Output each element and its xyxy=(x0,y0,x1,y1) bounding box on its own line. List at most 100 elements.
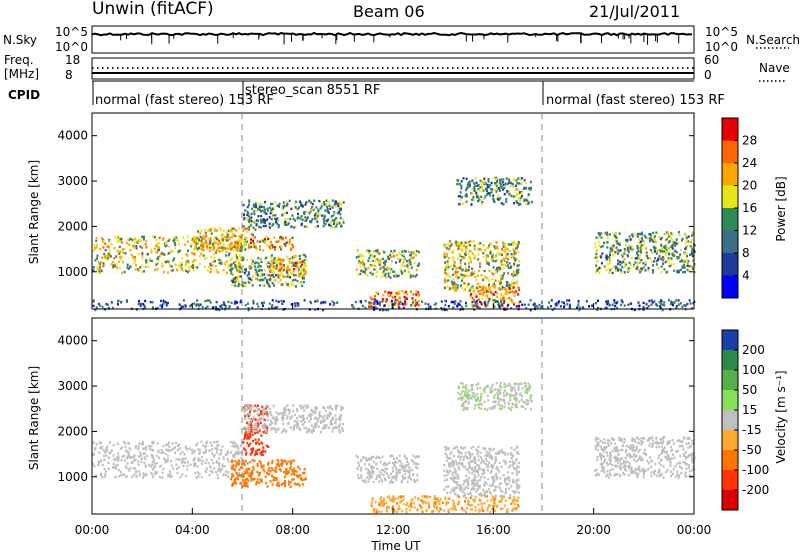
heatmap-cell xyxy=(406,464,409,467)
heatmap-cell xyxy=(360,301,363,304)
heatmap-cell xyxy=(655,252,658,255)
heatmap-cell xyxy=(655,231,658,234)
heatmap-cell xyxy=(270,423,273,426)
heatmap-cell xyxy=(316,215,319,218)
heatmap-cell xyxy=(331,408,334,411)
heatmap-cell xyxy=(417,250,420,254)
heatmap-cell xyxy=(675,242,678,245)
heatmap-cell xyxy=(243,226,246,230)
heatmap-cell xyxy=(499,197,502,200)
heatmap-cell xyxy=(504,292,507,296)
heatmap-cell xyxy=(287,222,290,225)
heatmap-cell xyxy=(161,471,164,475)
heatmap-cell xyxy=(465,193,468,196)
heatmap-cell xyxy=(209,469,212,473)
heatmap-cell xyxy=(278,224,280,227)
heatmap-cell xyxy=(243,245,246,248)
colorbar-segment xyxy=(722,230,738,254)
heatmap-cell xyxy=(652,240,655,244)
heatmap-cell xyxy=(382,504,385,508)
heatmap-cell xyxy=(482,197,485,200)
heatmap-cell xyxy=(608,261,611,265)
heatmap-cell xyxy=(112,466,115,469)
heatmap-cell xyxy=(452,499,455,502)
heatmap-cell xyxy=(284,275,287,279)
heatmap-cell xyxy=(403,303,406,306)
heatmap-cell xyxy=(275,240,278,243)
heatmap-cell xyxy=(433,497,436,500)
heatmap-cell xyxy=(427,303,430,306)
heatmap-cell xyxy=(273,271,275,274)
heatmap-cell xyxy=(505,491,508,494)
heatmap-cell xyxy=(455,508,457,511)
heatmap-cell xyxy=(489,471,492,474)
heatmap-cell xyxy=(313,411,316,414)
heatmap-cell xyxy=(506,264,509,267)
heatmap-cell xyxy=(489,291,492,294)
heatmap-cell xyxy=(143,455,146,459)
heatmap-cell xyxy=(608,271,611,274)
heatmap-cell xyxy=(184,446,187,450)
heatmap-cell xyxy=(154,462,156,466)
heatmap-cell xyxy=(499,507,502,511)
heatmap-cell xyxy=(245,484,248,488)
heatmap-cell xyxy=(504,499,507,502)
heatmap-cell xyxy=(252,468,255,471)
heatmap-cell xyxy=(497,197,499,201)
heatmap-cell xyxy=(510,253,513,256)
heatmap-cell xyxy=(200,440,203,443)
heatmap-cell xyxy=(377,259,380,262)
heatmap-cell xyxy=(107,456,110,459)
heatmap-cell xyxy=(647,305,650,308)
heatmap-cell xyxy=(486,509,489,512)
heatmap-cell xyxy=(188,269,191,272)
heatmap-cell xyxy=(403,295,406,299)
heatmap-cell xyxy=(471,273,474,276)
heatmap-cell xyxy=(356,456,359,459)
heatmap-cell xyxy=(234,241,237,245)
heatmap-cell xyxy=(445,308,448,312)
power-panel-frame xyxy=(91,112,695,310)
heatmap-cell xyxy=(265,235,268,238)
heatmap-cell xyxy=(512,499,515,502)
heatmap-cell xyxy=(675,306,678,310)
heatmap-cell xyxy=(268,226,271,229)
heatmap-cell xyxy=(176,467,178,470)
heatmap-cell xyxy=(676,270,679,274)
heatmap-cell xyxy=(102,449,105,452)
heatmap-cell xyxy=(456,445,459,449)
heatmap-cell xyxy=(217,243,220,246)
heatmap-cell xyxy=(474,509,477,512)
heatmap-cell xyxy=(485,182,488,185)
heatmap-cell xyxy=(210,267,213,270)
heatmap-cell xyxy=(404,456,407,459)
heatmap-cell xyxy=(177,448,179,452)
heatmap-cell xyxy=(447,509,450,513)
heatmap-cell xyxy=(284,220,287,224)
heatmap-cell xyxy=(239,482,242,485)
heatmap-cell xyxy=(213,238,216,242)
heatmap-cell xyxy=(284,408,287,412)
heatmap-cell xyxy=(107,303,109,306)
heatmap-cell xyxy=(257,256,260,260)
heatmap-cell xyxy=(445,501,448,504)
heatmap-cell xyxy=(266,274,269,277)
heatmap-cell xyxy=(92,452,95,456)
heatmap-cell xyxy=(293,226,296,229)
heatmap-cell xyxy=(465,267,467,270)
heatmap-cell xyxy=(673,254,676,257)
heatmap-cell xyxy=(315,421,318,425)
heatmap-cell xyxy=(380,275,383,279)
heatmap-cell xyxy=(305,225,308,228)
heatmap-cell xyxy=(262,218,265,221)
heatmap-cell xyxy=(171,448,174,451)
heatmap-cell xyxy=(488,192,491,195)
heatmap-cell xyxy=(212,461,215,465)
heatmap-cell xyxy=(256,302,259,306)
heatmap-cell xyxy=(497,187,500,191)
heatmap-cell xyxy=(455,267,458,270)
heatmap-cell xyxy=(614,267,617,270)
heatmap-cell xyxy=(378,456,381,460)
heatmap-cell xyxy=(200,462,203,465)
heatmap-cell xyxy=(180,307,183,310)
